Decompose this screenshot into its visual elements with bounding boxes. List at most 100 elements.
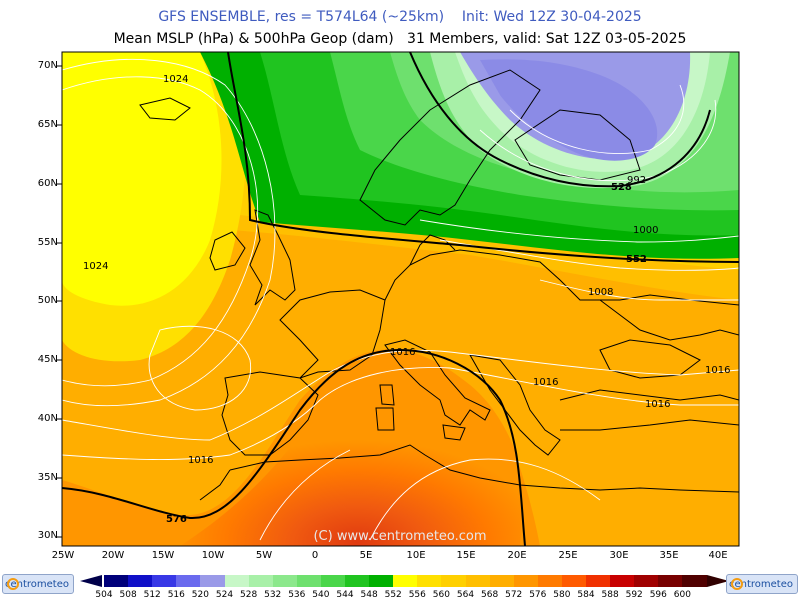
lon-label: 15E [456,550,476,561]
legend-swatch [152,575,177,587]
legend-swatch [513,575,539,587]
isobar-label: 1016 [645,399,671,410]
legend-swatch [393,575,418,587]
legend-arrow-right [706,575,729,587]
isobar-label: 1016 [705,365,731,376]
isobar-label: 1016 [188,455,214,466]
color-legend: 504 508 512 516 520 524 528 532 536 540 544 548 552 5… [0,572,800,600]
legend-swatch [248,575,274,587]
field-576-584 [180,360,522,546]
field-552-west [62,52,222,306]
isobar-label: 1016 [390,347,416,358]
legend-label: 560 [432,590,450,600]
legend-swatch [489,575,515,587]
legend-label: 516 [167,590,185,600]
isobar-label: 992 [627,175,647,186]
lat-label: 40N [37,413,58,424]
lat-label: 30N [37,530,58,541]
legend-swatch [537,575,563,587]
legend-swatch [441,575,466,587]
legend-swatch [296,575,322,587]
coastlines [139,69,739,501]
logo-right: centrometeo [726,574,798,594]
legend-label: 564 [456,590,475,600]
legend-label: 544 [336,590,354,600]
logo-left: centrometeo [2,574,74,594]
geop-lines [62,52,739,546]
field-516 [480,59,658,161]
legend-swatch [176,575,201,587]
legend-label: 596 [649,590,667,600]
lat-label: 35N [37,472,58,483]
legend-label: 548 [360,590,378,600]
legend-label: 512 [143,590,161,600]
legend-swatch [417,575,442,587]
legend-arrow-left [80,575,102,587]
legend-swatch [224,575,250,587]
legend-label: 572 [505,590,523,600]
isobar-label: 1016 [533,377,559,388]
logo-icon [731,578,743,590]
map-frame [61,51,740,547]
legend-label: 568 [481,590,499,600]
isobar-label: 1024 [83,261,109,272]
legend-label: 580 [553,590,571,600]
lat-label: 50N [37,295,58,306]
legend-label: 588 [601,590,619,600]
geop-label: 576 [166,514,187,525]
lat-label: 55N [37,237,58,248]
legend-swatch [104,575,129,587]
legend-swatch [272,575,298,587]
lat-label: 60N [37,178,58,189]
legend-label: 556 [408,590,426,600]
legend-swatch [586,575,611,587]
geop-label: 552 [626,254,647,265]
legend-label: 600 [673,590,691,600]
lon-label: 35E [659,550,679,561]
lon-label: 5E [359,550,373,561]
title-line-1: GFS ENSEMBLE, res = T574L64 (~25km) Init… [158,9,642,25]
legend-swatch [320,575,346,587]
lon-label: 40E [708,550,728,561]
lon-label: 5W [255,550,273,561]
legend-label: 532 [264,590,282,600]
legend-swatch [561,575,587,587]
logo-text: centrometeo [728,579,793,590]
lon-label: 20W [101,550,125,561]
legend-swatch [682,575,707,587]
lon-label: 25W [51,550,75,561]
logo-icon [7,578,19,590]
legend-swatch [369,575,394,587]
legend-label: 524 [215,590,234,600]
lat-label: 45N [37,354,58,365]
lon-label: 0 [311,550,319,561]
legend-swatch [128,575,153,587]
lon-label: 30E [609,550,629,561]
isobar-label: 1024 [163,74,189,85]
legend-label: 504 [95,590,113,600]
legend-label: 584 [577,590,595,600]
isobar-lines [62,58,739,541]
legend-swatch [658,575,683,587]
title-line-2: Mean MSLP (hPa) & 500hPa Geop (dam) 31 M… [113,31,687,47]
legend-label: 540 [312,590,330,600]
lon-label: 10E [406,550,426,561]
lon-label: 25E [558,550,578,561]
lat-label: 65N [37,119,58,130]
logo-text: centrometeo [4,579,69,590]
legend-label: 508 [119,590,137,600]
legend-label: 528 [240,590,258,600]
legend-label: 592 [625,590,643,600]
legend-swatch [610,575,635,587]
watermark: (C) www.centrometeo.com [313,529,486,544]
legend-label: 520 [191,590,209,600]
lon-label: 10W [201,550,225,561]
geop-label: 528 [611,182,632,193]
isobar-label: 1008 [588,287,614,298]
isobar-label: 1000 [633,225,659,236]
legend-swatch [345,575,370,587]
legend-label: 576 [529,590,547,600]
legend-swatch [200,575,225,587]
lat-label: 70N [37,60,58,71]
